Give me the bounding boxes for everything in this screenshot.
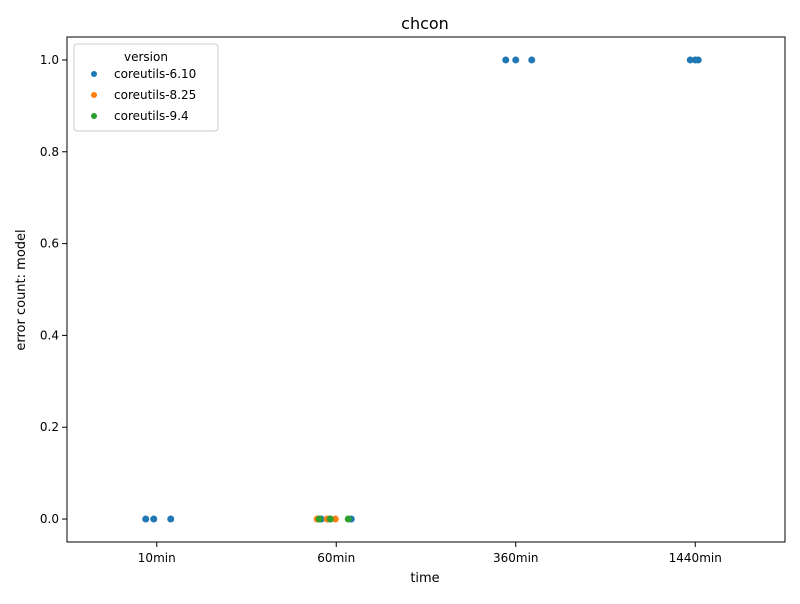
x-tick-label: 60min [317, 551, 355, 565]
data-point [150, 515, 158, 523]
x-tick-label: 360min [493, 551, 539, 565]
data-point [142, 515, 150, 523]
y-tick-label: 1.0 [40, 53, 59, 67]
data-point [528, 56, 536, 64]
x-tick-label: 1440min [669, 551, 722, 565]
y-tick-label: 0.0 [40, 512, 59, 526]
legend: version coreutils-6.10 coreutils-8.25 coreu… [73, 43, 219, 132]
data-point [344, 515, 352, 523]
legend-entry-label: coreutils-8.25 [114, 88, 196, 102]
chart-title: chcon [401, 14, 449, 33]
data-point [502, 56, 510, 64]
data-point [326, 515, 334, 523]
data-point [686, 56, 694, 64]
y-axis-label: error count: model [14, 229, 29, 350]
y-tick-label: 0.8 [40, 145, 59, 159]
legend-entry-label: coreutils-6.10 [114, 67, 196, 81]
x-axis-label: time [410, 571, 439, 586]
y-tick-label: 0.4 [40, 328, 59, 342]
legend-box [73, 43, 219, 132]
legend-marker [91, 92, 97, 98]
legend-marker [91, 113, 97, 119]
legend-title: version [124, 50, 168, 64]
x-tick-label: 10min [138, 551, 176, 565]
data-point [331, 515, 339, 523]
y-tick-label: 0.2 [40, 420, 59, 434]
legend-entry-label: coreutils-9.4 [114, 109, 189, 123]
plot-frame [66, 36, 786, 543]
data-point [167, 515, 175, 523]
data-point [315, 515, 323, 523]
y-tick-label: 0.6 [40, 237, 59, 251]
data-point [694, 56, 702, 64]
legend-marker [91, 71, 97, 77]
data-point [512, 56, 520, 64]
